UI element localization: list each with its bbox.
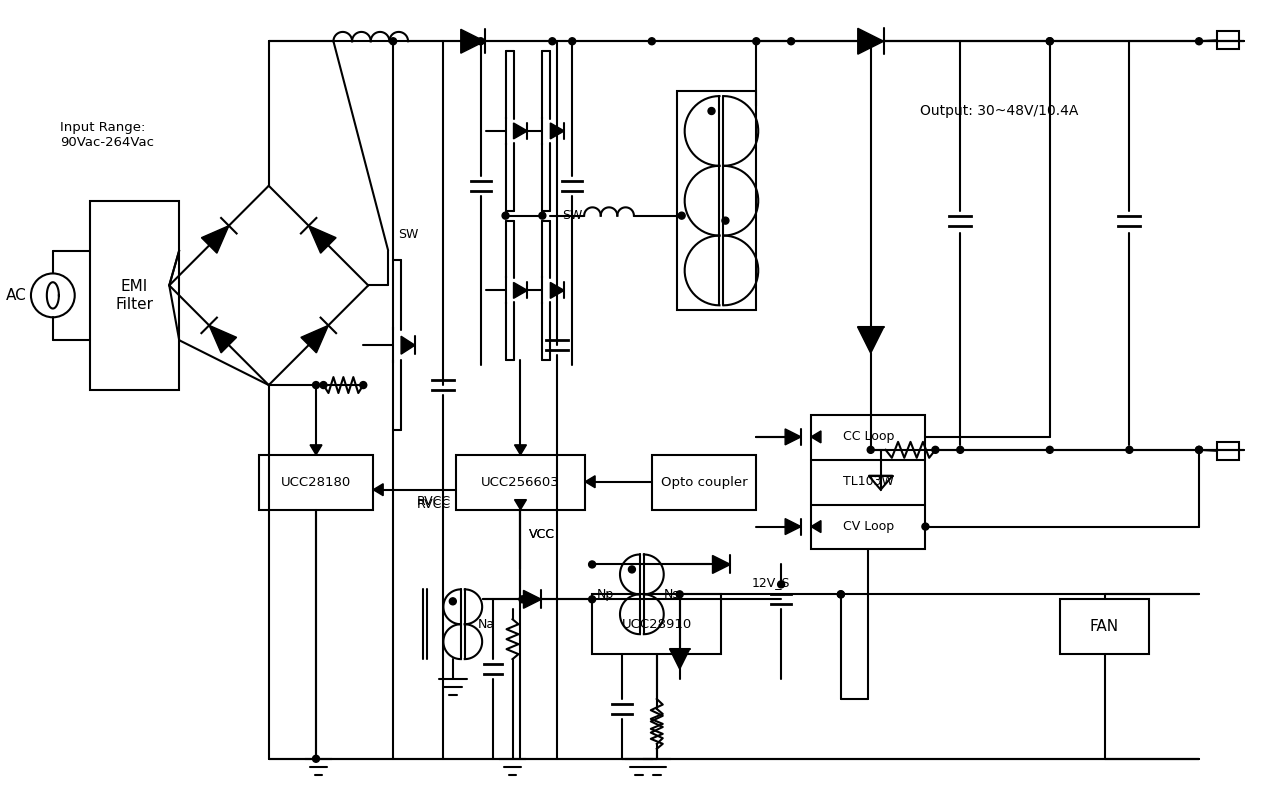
- Text: Output: 30~48V/10.4A: Output: 30~48V/10.4A: [920, 104, 1079, 118]
- Circle shape: [312, 382, 320, 388]
- Bar: [258, 455, 373, 510]
- Text: Ns: Ns: [664, 587, 680, 601]
- Bar: [1060, 600, 1149, 654]
- Polygon shape: [373, 483, 383, 495]
- Text: UCC28910: UCC28910: [622, 617, 691, 631]
- Text: Np: Np: [596, 587, 614, 601]
- Circle shape: [788, 38, 794, 44]
- Circle shape: [921, 523, 929, 530]
- Circle shape: [1195, 38, 1203, 44]
- Circle shape: [312, 755, 320, 763]
- Text: RVCC: RVCC: [416, 495, 451, 508]
- Polygon shape: [811, 521, 821, 533]
- Polygon shape: [209, 325, 236, 353]
- Circle shape: [838, 591, 844, 598]
- Bar: [90, 201, 179, 390]
- Circle shape: [538, 212, 546, 220]
- Circle shape: [628, 566, 635, 573]
- Circle shape: [1046, 446, 1054, 454]
- Text: EMI
Filter: EMI Filter: [116, 279, 153, 312]
- Circle shape: [957, 446, 964, 454]
- Circle shape: [838, 591, 844, 598]
- Bar: [592, 594, 721, 654]
- Circle shape: [389, 38, 397, 44]
- Polygon shape: [514, 500, 527, 510]
- Polygon shape: [301, 325, 329, 353]
- Circle shape: [360, 382, 366, 388]
- Bar: [651, 455, 757, 510]
- Text: VCC: VCC: [528, 528, 554, 541]
- Circle shape: [867, 446, 874, 454]
- Circle shape: [502, 212, 509, 220]
- Text: SW: SW: [398, 228, 419, 240]
- Circle shape: [678, 212, 685, 220]
- Text: UCC256603: UCC256603: [481, 476, 560, 489]
- Circle shape: [519, 596, 526, 603]
- Text: TL103W: TL103W: [843, 475, 893, 488]
- Polygon shape: [310, 445, 323, 455]
- Polygon shape: [514, 445, 527, 455]
- Circle shape: [676, 591, 684, 598]
- Bar: [1217, 31, 1239, 49]
- Circle shape: [649, 38, 655, 44]
- Polygon shape: [669, 649, 690, 669]
- Bar: [811, 415, 925, 550]
- Polygon shape: [514, 123, 527, 139]
- Circle shape: [708, 107, 714, 115]
- Polygon shape: [202, 226, 229, 253]
- Polygon shape: [550, 123, 564, 139]
- Polygon shape: [585, 476, 595, 487]
- Circle shape: [1046, 38, 1054, 44]
- Text: VCC: VCC: [528, 528, 554, 541]
- Text: AC: AC: [6, 288, 27, 303]
- Circle shape: [1126, 446, 1133, 454]
- Text: UCC28180: UCC28180: [281, 476, 351, 489]
- Polygon shape: [811, 431, 821, 443]
- Polygon shape: [785, 429, 801, 445]
- Text: RVCC: RVCC: [416, 498, 451, 511]
- Polygon shape: [514, 282, 527, 299]
- Polygon shape: [858, 328, 884, 353]
- Circle shape: [1046, 38, 1054, 44]
- Circle shape: [589, 561, 595, 568]
- Bar: [677, 91, 757, 311]
- Polygon shape: [785, 519, 801, 534]
- Circle shape: [1195, 446, 1203, 454]
- Text: Na: Na: [478, 617, 495, 631]
- Circle shape: [589, 596, 595, 603]
- Circle shape: [320, 382, 326, 388]
- Circle shape: [867, 38, 874, 44]
- Polygon shape: [308, 226, 337, 253]
- Circle shape: [477, 38, 484, 44]
- Circle shape: [1195, 446, 1203, 454]
- Bar: [1217, 442, 1239, 460]
- Text: Opto coupler: Opto coupler: [660, 476, 748, 489]
- Polygon shape: [858, 28, 884, 54]
- Circle shape: [777, 581, 785, 587]
- Polygon shape: [712, 555, 730, 574]
- Text: FAN: FAN: [1090, 619, 1119, 634]
- Circle shape: [932, 446, 939, 454]
- Polygon shape: [523, 591, 541, 608]
- Text: CC Loop: CC Loop: [843, 430, 894, 443]
- Circle shape: [450, 598, 456, 604]
- Circle shape: [549, 38, 556, 44]
- Text: CV Loop: CV Loop: [843, 520, 894, 533]
- Text: Input Range:
90Vac-264Vac: Input Range: 90Vac-264Vac: [60, 121, 154, 149]
- Circle shape: [722, 217, 729, 224]
- Polygon shape: [461, 29, 484, 53]
- Circle shape: [753, 38, 759, 44]
- Bar: [456, 455, 585, 510]
- Circle shape: [569, 38, 576, 44]
- Polygon shape: [550, 282, 564, 299]
- Polygon shape: [401, 337, 415, 354]
- Text: 12V_S: 12V_S: [752, 576, 790, 589]
- Text: SW: SW: [563, 209, 582, 222]
